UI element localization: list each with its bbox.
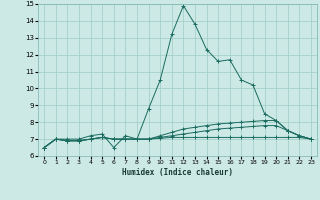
X-axis label: Humidex (Indice chaleur): Humidex (Indice chaleur) <box>122 168 233 177</box>
